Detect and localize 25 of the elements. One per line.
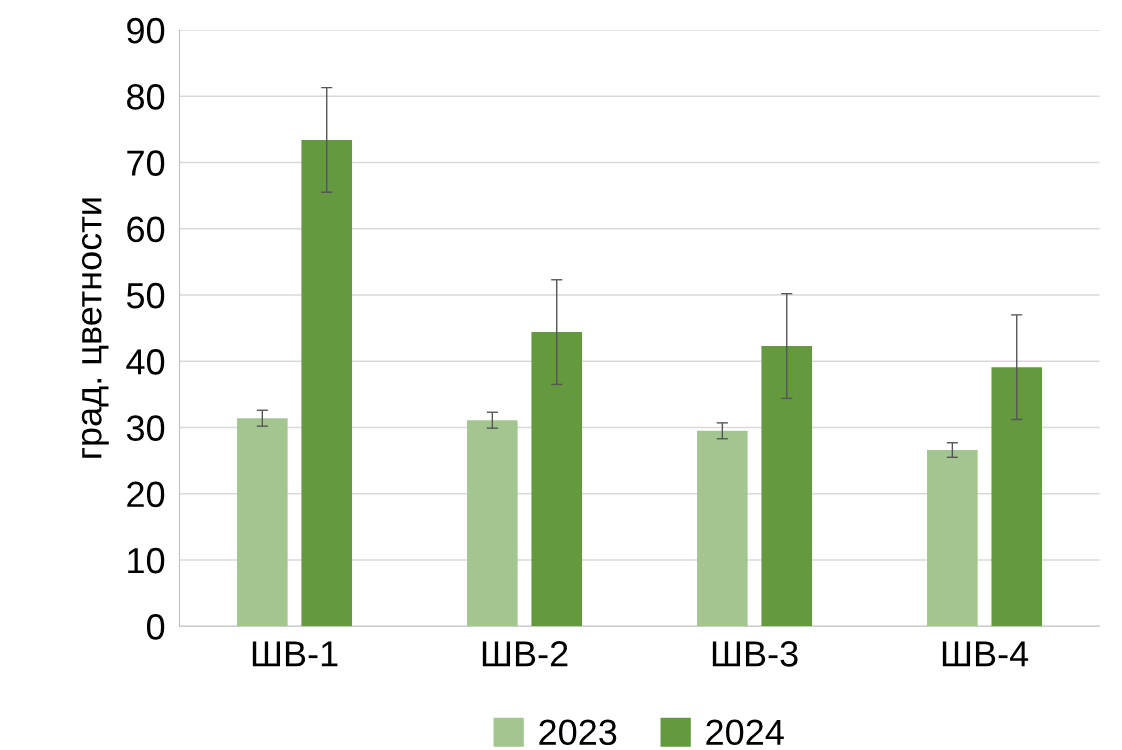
bar [927,450,978,627]
y-axis-title: град. цветности [81,198,109,458]
bar [991,367,1043,627]
y-tick-label: 20 [127,481,165,508]
bar [697,430,748,627]
y-tick-label: 50 [126,282,165,309]
x-tick-label: ШВ-3 [712,641,798,667]
bar [531,332,583,627]
x-tick-label: ШВ-4 [942,641,1029,667]
y-tick-label: 40 [126,349,165,375]
y-tick-label: 60 [127,216,165,243]
y-tick-label: 70 [127,150,165,176]
y-tick-label: 10 [128,547,165,574]
bar [467,420,518,627]
x-tick-label: ШВ-1 [252,641,338,667]
y-tick-label: 0 [146,614,165,640]
legend-label: 2024 [706,719,784,746]
bar [301,139,353,627]
y-tick-label: 80 [127,84,165,110]
y-tick-label: 30 [126,415,165,441]
y-tick-label: 90 [127,17,165,44]
bar [761,346,813,627]
bar [237,418,288,627]
legend-label: 2023 [539,719,617,746]
x-tick-label: ШВ-2 [482,641,568,667]
